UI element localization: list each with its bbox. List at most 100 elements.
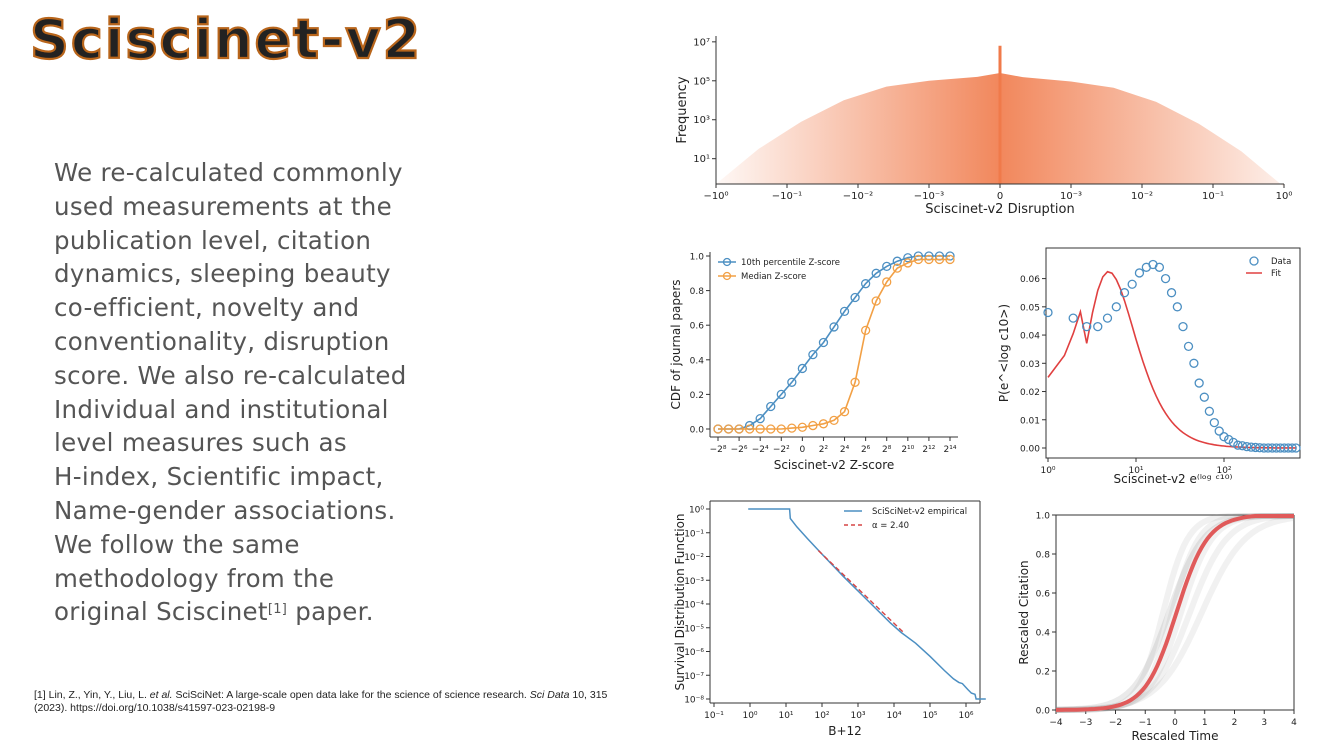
- x-tick-label: 10⁰: [742, 711, 757, 721]
- x-tick-label: 10²: [814, 711, 829, 721]
- data-point: [1228, 437, 1238, 448]
- y-tick-label: 10⁻³: [684, 577, 704, 587]
- data-point: [1160, 273, 1171, 284]
- data-point: [797, 422, 808, 432]
- y-tick-label: 10⁻⁸: [684, 696, 704, 706]
- x-tick-label: −10⁻³: [914, 191, 944, 202]
- legend-marker: [1249, 256, 1259, 266]
- x-tick-label: −2⁸: [710, 445, 727, 455]
- data-point: [734, 424, 744, 434]
- data-point: [787, 423, 797, 433]
- body-line: score. We also re-calculated: [54, 360, 407, 390]
- data-point: [1093, 321, 1103, 332]
- data-point: [797, 363, 808, 374]
- legend-label: 10th percentile Z-score: [741, 258, 840, 268]
- disruption-histogram: −10⁰ −10⁻¹ −10⁻² −10⁻³ 0 10⁻³ 10⁻² 10⁻¹ 10⁰ 10¹ 10…: [675, 36, 1292, 217]
- x-tick-label: −2: [1109, 718, 1122, 728]
- y-tick-label: 1.0: [690, 253, 705, 263]
- body-line: We re-calculated commonly: [54, 158, 403, 187]
- x-tick-label: −1: [1139, 718, 1152, 728]
- fit-line: [817, 550, 906, 635]
- x-tick-label: 2¹⁰: [901, 445, 914, 455]
- legend-label: Data: [1271, 257, 1291, 267]
- data-point: [766, 424, 776, 434]
- series-line: [718, 258, 950, 430]
- x-tick-label: 2: [1232, 718, 1238, 728]
- data-point: [882, 261, 892, 272]
- x-tick-label: −10⁰: [703, 191, 728, 202]
- data-point: [1291, 443, 1301, 453]
- data-point: [1219, 432, 1229, 442]
- data-point: [1194, 378, 1204, 388]
- x-tick-label: 10⁻¹: [704, 711, 724, 721]
- y-axis-label: CDF of journal papers: [669, 280, 683, 410]
- data-point: [755, 413, 765, 424]
- legend-label: Fit: [1271, 269, 1282, 279]
- legend-label: α = 2.40: [872, 521, 909, 531]
- y-axis-label: Survival Distribution Function: [673, 513, 687, 690]
- data-point: [1287, 443, 1297, 453]
- data-point: [882, 277, 892, 287]
- data-point: [1204, 406, 1215, 416]
- y-tick-label: 0.0: [1036, 707, 1051, 717]
- legend-label: Median Z-score: [741, 272, 806, 282]
- data-point: [1224, 434, 1234, 445]
- data-point: [924, 254, 934, 265]
- y-tick-label: 0.0: [690, 426, 705, 436]
- body-paragraph: We re-calculated commonly used measuremen…: [54, 156, 434, 629]
- y-tick-label: 0.03: [1020, 360, 1040, 370]
- data-point: [903, 258, 913, 268]
- y-tick-label: 0.2: [690, 391, 704, 401]
- data-point: [850, 292, 860, 303]
- x-tick-label: 10⁵: [922, 711, 937, 721]
- x-tick-label: 10⁻¹: [1202, 191, 1224, 202]
- x-axis-label: Sciscinet-v2 e⁽ˡᵒᵍ ᶜ¹⁰⁾: [1114, 472, 1233, 486]
- x-tick-label: 2¹²: [922, 445, 935, 455]
- x-tick-label: −2²: [773, 445, 790, 455]
- data-point: [1172, 302, 1183, 312]
- x-tick-label: 2²: [819, 445, 829, 455]
- data-point: [1119, 288, 1130, 298]
- data-point: [1237, 441, 1248, 451]
- data-point: [1102, 313, 1113, 323]
- y-tick-label: 10⁻⁷: [684, 672, 704, 682]
- y-axis-label: Frequency: [675, 76, 690, 143]
- data-point: [850, 377, 860, 387]
- y-tick-label: 10⁰: [689, 506, 704, 516]
- x-axis-label: Sciscinet-v2 Z-score: [774, 458, 895, 472]
- y-tick-label: 0.06: [1020, 275, 1040, 285]
- x-tick-label: 1: [1202, 718, 1208, 728]
- body-line: original Sciscinet[1] paper.: [54, 597, 374, 627]
- data-point: [755, 424, 765, 434]
- data-point: [1082, 321, 1092, 332]
- zscore-cdf-chart: −2⁸ −2⁶ −2⁴ −2² 0 2² 2⁴ 2⁶ 2⁸ 2¹⁰ 2¹² 2¹⁴ 0.0 0.2 0.4 0…: [669, 251, 958, 472]
- x-tick-label: 10⁴: [886, 711, 901, 721]
- empirical-line: [748, 508, 986, 700]
- x-tick-label: 0: [1172, 718, 1178, 728]
- y-tick-label: 10⁷: [693, 37, 710, 48]
- x-tick-label: 4: [1291, 718, 1297, 728]
- data-point: [913, 254, 924, 265]
- x-axis-label: Sciscinet-v2 Disruption: [925, 202, 1074, 217]
- legend-label: SciSciNet-v2 empirical: [872, 507, 967, 517]
- data-point: [871, 268, 881, 278]
- data-point: [839, 407, 850, 417]
- data-point: [1242, 441, 1252, 452]
- legend-marker: [722, 257, 732, 267]
- body-line: conventionality, disruption: [54, 326, 390, 356]
- data-point: [766, 401, 776, 412]
- ref-journal: Sci Data: [529, 689, 570, 701]
- x-tick-label: −10⁻¹: [772, 191, 802, 202]
- ref-authors: Lin, Z., Yin, Y., Liu, L.: [45, 689, 150, 701]
- y-tick-label: 10⁻¹: [684, 529, 704, 539]
- data-point: [787, 377, 797, 387]
- y-tick-label: 0.2: [1036, 668, 1050, 678]
- y-tick-label: 0.8: [690, 287, 705, 297]
- body-line: level measures such as: [54, 428, 347, 458]
- data-point: [829, 415, 839, 426]
- data-point: [808, 420, 818, 431]
- x-tick-label: 10⁻²: [1131, 191, 1153, 202]
- data-point: [776, 424, 786, 434]
- y-tick-label: 10³: [693, 115, 710, 126]
- x-tick-label: −2⁴: [752, 445, 769, 455]
